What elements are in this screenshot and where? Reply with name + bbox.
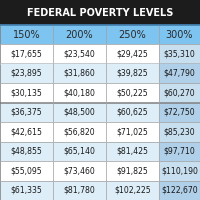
Text: $110,190: $110,190: [161, 166, 198, 175]
Bar: [0, 0, 200, 25]
Bar: [159, 161, 200, 180]
Text: $81,780: $81,780: [64, 186, 95, 195]
Text: $23,540: $23,540: [64, 49, 95, 58]
Text: $35,310: $35,310: [164, 49, 195, 58]
Bar: [106, 161, 159, 180]
Bar: [53, 141, 106, 161]
Text: $55,095: $55,095: [11, 166, 42, 175]
Bar: [53, 44, 106, 64]
Bar: [0, 102, 53, 122]
Text: $72,750: $72,750: [164, 108, 195, 117]
Bar: [0, 122, 53, 142]
Bar: [159, 122, 200, 142]
Bar: [106, 180, 159, 200]
Text: 200%: 200%: [66, 29, 93, 40]
Text: $61,335: $61,335: [11, 186, 42, 195]
Text: $91,825: $91,825: [117, 166, 148, 175]
Text: $122,670: $122,670: [161, 186, 198, 195]
Text: $71,025: $71,025: [117, 127, 148, 136]
Text: $60,625: $60,625: [117, 108, 148, 117]
Bar: [0, 141, 53, 161]
Text: FEDERAL POVERTY LEVELS: FEDERAL POVERTY LEVELS: [27, 7, 173, 18]
Bar: [53, 180, 106, 200]
Text: $17,655: $17,655: [11, 49, 42, 58]
Bar: [159, 180, 200, 200]
Text: 250%: 250%: [119, 29, 146, 40]
Bar: [0, 64, 53, 83]
Bar: [106, 44, 159, 64]
Bar: [159, 102, 200, 122]
Text: $42,615: $42,615: [11, 127, 42, 136]
Bar: [0, 44, 53, 64]
Text: $81,425: $81,425: [117, 147, 148, 156]
Text: $65,140: $65,140: [64, 147, 95, 156]
Bar: [159, 83, 200, 102]
Bar: [106, 122, 159, 142]
Text: 150%: 150%: [13, 29, 40, 40]
Bar: [159, 141, 200, 161]
Text: $56,820: $56,820: [64, 127, 95, 136]
Bar: [159, 25, 200, 44]
Bar: [0, 180, 53, 200]
Bar: [106, 25, 159, 44]
Bar: [106, 83, 159, 102]
Bar: [53, 122, 106, 142]
Text: $23,895: $23,895: [11, 69, 42, 78]
Bar: [0, 25, 53, 44]
Bar: [106, 102, 159, 122]
Text: $29,425: $29,425: [117, 49, 148, 58]
Bar: [53, 25, 106, 44]
Text: $97,710: $97,710: [164, 147, 195, 156]
Text: $47,790: $47,790: [164, 69, 195, 78]
Bar: [0, 161, 53, 180]
Bar: [53, 102, 106, 122]
Text: $36,375: $36,375: [11, 108, 42, 117]
Text: $73,460: $73,460: [64, 166, 95, 175]
Text: $40,180: $40,180: [64, 88, 95, 97]
Text: $39,825: $39,825: [117, 69, 148, 78]
Bar: [159, 64, 200, 83]
Text: $48,500: $48,500: [64, 108, 95, 117]
Bar: [53, 83, 106, 102]
Text: $30,135: $30,135: [11, 88, 42, 97]
Bar: [159, 44, 200, 64]
Bar: [53, 161, 106, 180]
Text: 300%: 300%: [166, 29, 193, 40]
Bar: [53, 64, 106, 83]
Text: $85,230: $85,230: [164, 127, 195, 136]
Bar: [106, 64, 159, 83]
Text: $31,860: $31,860: [64, 69, 95, 78]
Bar: [106, 141, 159, 161]
Text: $60,270: $60,270: [164, 88, 195, 97]
Bar: [0, 83, 53, 102]
Text: $48,855: $48,855: [11, 147, 42, 156]
Text: $102,225: $102,225: [114, 186, 151, 195]
Text: $50,225: $50,225: [117, 88, 148, 97]
